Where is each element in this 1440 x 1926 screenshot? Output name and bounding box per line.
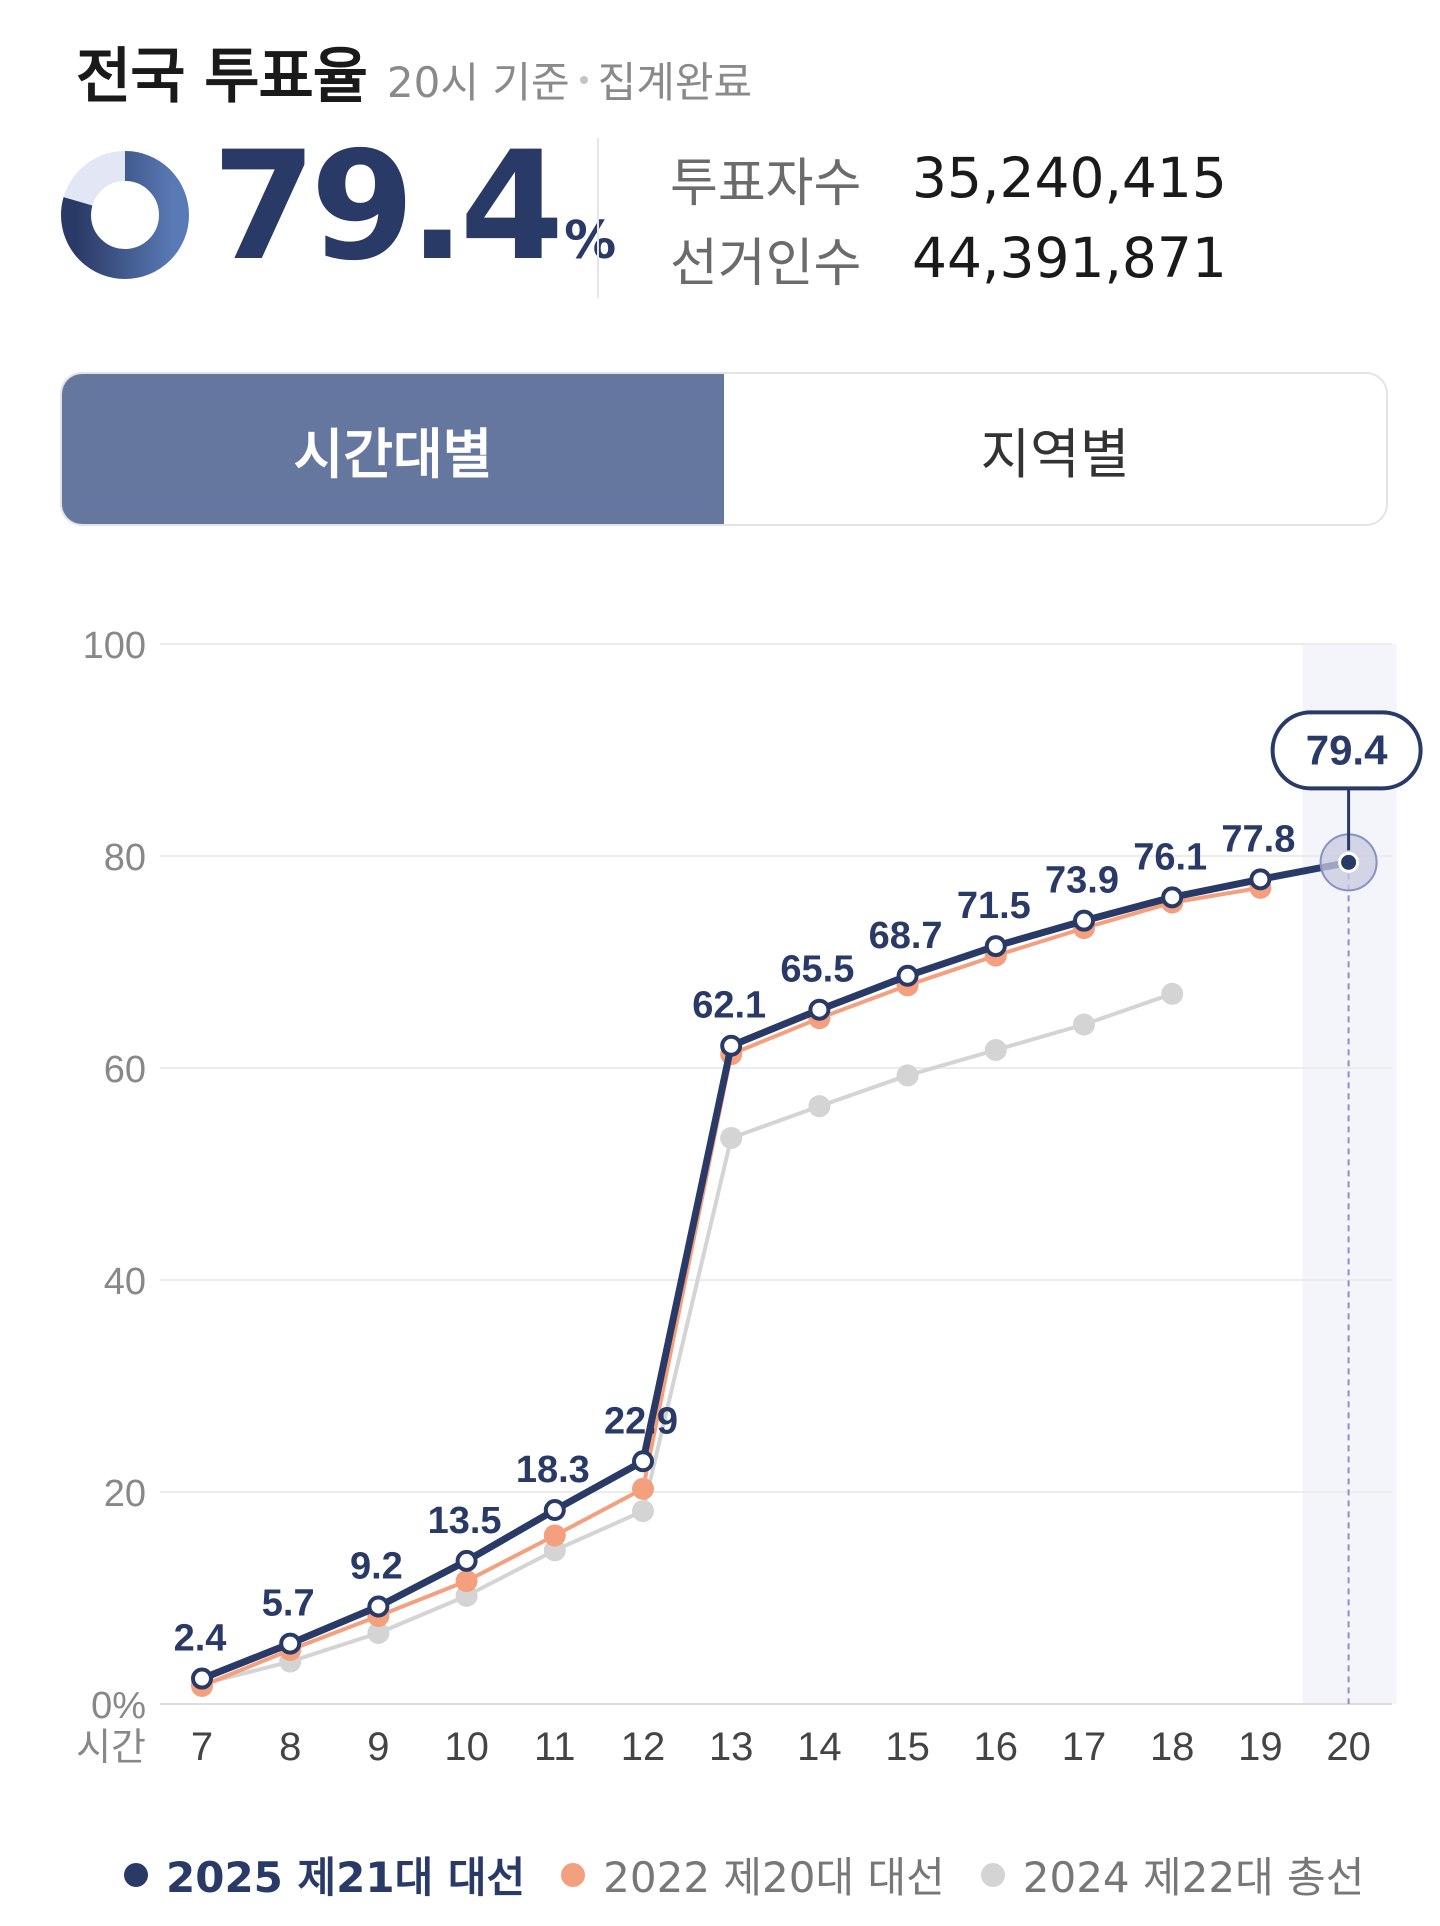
series-point bbox=[632, 1477, 654, 1500]
x-tick-label: 12 bbox=[621, 1725, 666, 1769]
x-tick-label: 17 bbox=[1062, 1725, 1107, 1769]
y-tick-label: 20 bbox=[104, 1473, 146, 1515]
series-point bbox=[1161, 886, 1184, 909]
legend-marker-2024 bbox=[980, 1862, 1005, 1887]
series-point bbox=[984, 935, 1007, 958]
subtitle-status: 집계완료 bbox=[597, 58, 753, 107]
legend-label-2024: 2024 제22대 총선 bbox=[1022, 1853, 1365, 1902]
turnout-rate: 79.4% bbox=[212, 132, 616, 316]
legend-item-2025: 2025 제21대 대선 bbox=[124, 1844, 525, 1905]
callout-bubble bbox=[1270, 710, 1423, 791]
series-point bbox=[1161, 982, 1184, 1005]
series-point bbox=[367, 1595, 390, 1618]
x-tick-label: 16 bbox=[974, 1725, 1019, 1769]
voters-value: 35,240,415 bbox=[912, 146, 1227, 210]
data-label: 73.9 bbox=[1045, 860, 1119, 902]
series-point bbox=[896, 1064, 919, 1087]
x-tick-label: 11 bbox=[534, 1725, 576, 1769]
data-label: 65.5 bbox=[780, 949, 854, 991]
x-tick-label: 9 bbox=[367, 1725, 389, 1769]
legend-marker-2025 bbox=[124, 1862, 148, 1887]
series-point bbox=[720, 1034, 743, 1057]
data-label: 77.8 bbox=[1221, 818, 1295, 860]
voters-row: 투표자수 35,240,415 bbox=[670, 138, 1227, 218]
x-tick-label: 15 bbox=[885, 1725, 930, 1769]
series-point bbox=[1338, 851, 1360, 873]
series-point bbox=[808, 998, 831, 1021]
series-point bbox=[455, 1549, 478, 1572]
series-point bbox=[896, 964, 919, 987]
view-tabs: 시간대별 지역별 bbox=[60, 372, 1388, 526]
x-tick-label: 14 bbox=[797, 1725, 842, 1769]
stats-panel: 투표자수 35,240,415 선거인수 44,391,871 bbox=[670, 138, 1227, 298]
series-point bbox=[543, 1499, 566, 1522]
x-tick-label: 7 bbox=[191, 1725, 213, 1769]
legend-label-2025: 2025 제21대 대선 bbox=[166, 1853, 526, 1902]
series-point bbox=[543, 1524, 566, 1547]
series-line-0 bbox=[198, 858, 1353, 1683]
series-point bbox=[455, 1570, 478, 1593]
tab-by-region[interactable]: 지역별 bbox=[724, 374, 1386, 524]
data-label: 18.3 bbox=[516, 1449, 590, 1491]
x-tick-label: 19 bbox=[1238, 1725, 1283, 1769]
turnout-line-chart: 0% 20 40 60 80 100 시간 7 8 9 10 11 12 13 14 15 16 17 18 19 20… bbox=[76, 625, 1423, 1769]
data-label: 9.2 bbox=[350, 1545, 403, 1587]
series-point bbox=[367, 1621, 390, 1644]
divider bbox=[597, 138, 599, 298]
data-label: 62.1 bbox=[692, 985, 766, 1027]
y-tick-label: 100 bbox=[83, 625, 146, 667]
electors-value: 44,391,871 bbox=[912, 226, 1227, 290]
page-subtitle: 20시 기준 집계완료 bbox=[387, 49, 752, 110]
legend-label-2022: 2022 제20대 대선 bbox=[603, 1853, 945, 1902]
header: 전국 투표율 20시 기준 집계완료 bbox=[76, 28, 752, 112]
subtitle-time: 20시 기준 bbox=[386, 58, 570, 107]
turnout-rate-unit: % bbox=[564, 211, 617, 271]
electors-label: 선거인수 bbox=[670, 233, 862, 294]
data-label: 22.9 bbox=[604, 1400, 678, 1442]
turnout-rate-value: 79.4 bbox=[212, 120, 564, 294]
turnout-donut-icon bbox=[61, 151, 189, 279]
y-tick-label: 40 bbox=[104, 1261, 146, 1303]
electors-row: 선거인수 44,391,871 bbox=[670, 218, 1227, 298]
x-tick-label: 10 bbox=[444, 1725, 489, 1769]
legend-marker-2022 bbox=[561, 1862, 586, 1887]
separator-dot bbox=[579, 75, 588, 84]
y-tick-label: 60 bbox=[104, 1049, 146, 1091]
data-label: 13.5 bbox=[428, 1500, 502, 1542]
series-point bbox=[632, 1450, 654, 1473]
data-label: 2.4 bbox=[174, 1618, 227, 1660]
chart-legend: 2025 제21대 대선 2022 제20대 대선 2024 제22대 총선 bbox=[124, 1844, 1400, 1905]
x-tick-label: 20 bbox=[1326, 1725, 1371, 1769]
series-point bbox=[279, 1632, 302, 1655]
data-label: 5.7 bbox=[262, 1583, 315, 1625]
x-tick-label: 8 bbox=[279, 1725, 301, 1769]
voters-label: 투표자수 bbox=[670, 153, 862, 214]
y-tick-label: 0% bbox=[91, 1685, 146, 1727]
series-point bbox=[984, 1038, 1007, 1061]
x-tick-label: 13 bbox=[709, 1725, 754, 1769]
legend-item-2024: 2024 제22대 총선 bbox=[980, 1844, 1365, 1905]
x-axis-label: 시간 bbox=[76, 1727, 146, 1769]
data-label: 71.5 bbox=[957, 885, 1031, 927]
x-tick-label: 18 bbox=[1150, 1725, 1195, 1769]
data-label: 68.7 bbox=[869, 915, 943, 957]
series-point bbox=[632, 1500, 654, 1523]
series-point bbox=[720, 1126, 743, 1149]
legend-item-2022: 2022 제20대 대선 bbox=[561, 1844, 945, 1905]
series-point bbox=[1073, 1013, 1095, 1036]
series-line-2 bbox=[200, 991, 1175, 1686]
series-point bbox=[1249, 868, 1272, 891]
series-point bbox=[808, 1095, 831, 1118]
series-point bbox=[191, 1667, 213, 1690]
tab-by-time[interactable]: 시간대별 bbox=[62, 374, 724, 524]
series-point bbox=[1073, 909, 1095, 932]
page-title: 전국 투표율 bbox=[76, 42, 368, 112]
y-tick-label: 80 bbox=[104, 837, 146, 879]
callout-value: 79.4 bbox=[1306, 726, 1388, 773]
data-label: 76.1 bbox=[1133, 836, 1207, 878]
